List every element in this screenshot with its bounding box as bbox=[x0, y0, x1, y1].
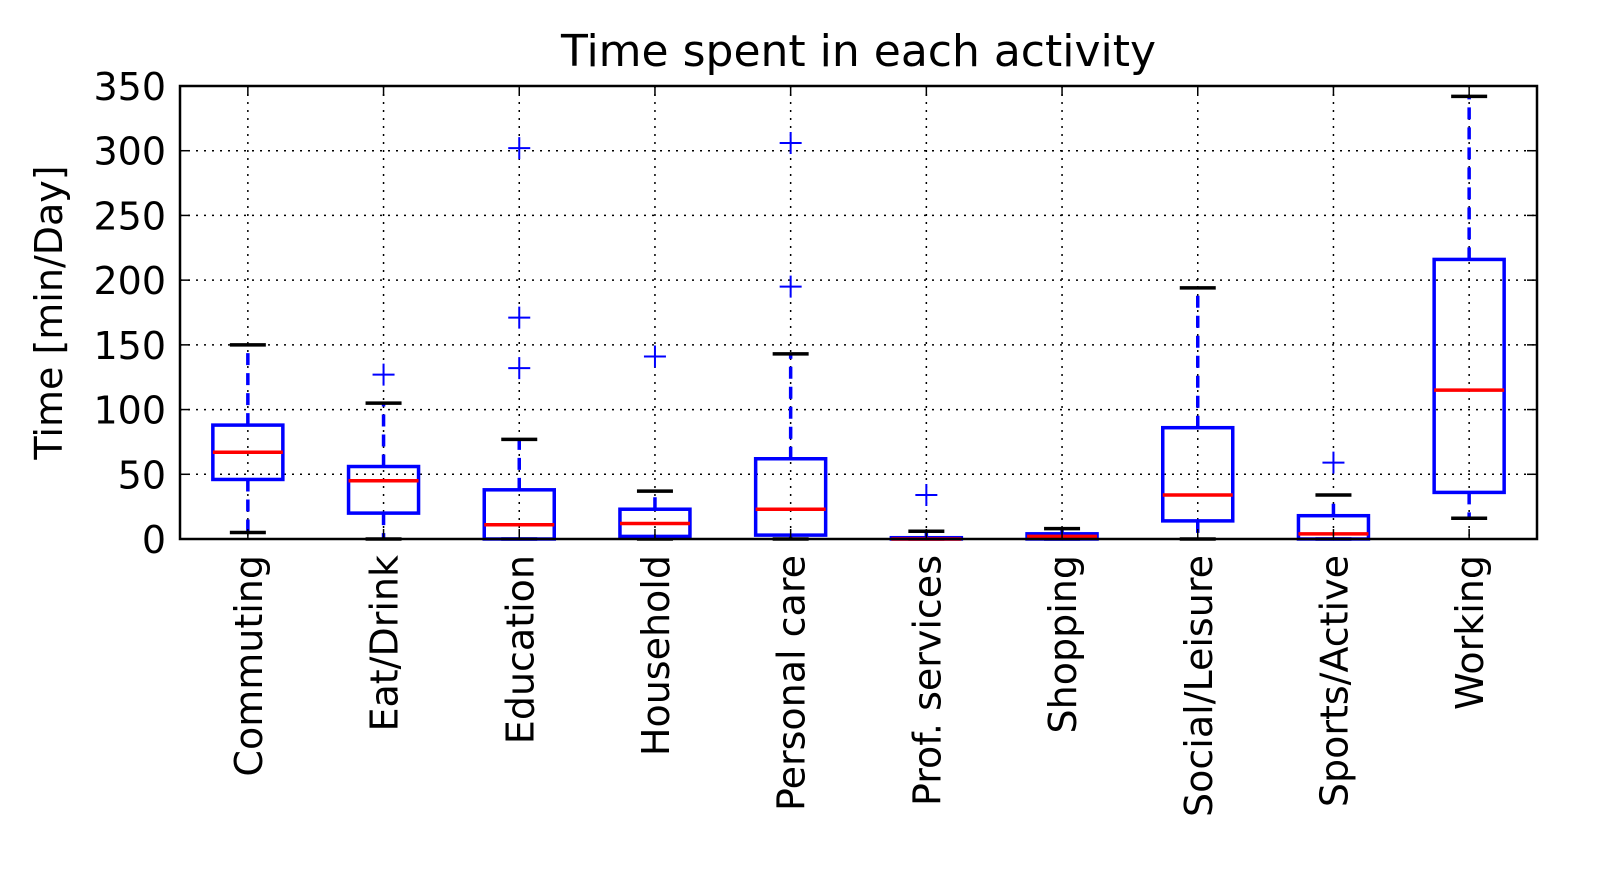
box-iqr bbox=[1432, 257, 1506, 495]
box-working bbox=[1432, 94, 1506, 521]
x-tick-label: Working bbox=[1448, 555, 1492, 710]
x-tick-label: Personal care bbox=[770, 555, 814, 811]
y-tick-label: 150 bbox=[93, 324, 166, 368]
y-tick-label: 350 bbox=[93, 65, 166, 109]
box-commuting bbox=[211, 343, 285, 535]
chart-title: Time spent in each activity bbox=[560, 26, 1156, 77]
outlier-marker bbox=[779, 131, 802, 154]
y-tick-label: 50 bbox=[118, 453, 166, 497]
x-tick-label: Household bbox=[634, 555, 678, 756]
box-iqr bbox=[346, 464, 421, 515]
x-tick-label: Education bbox=[498, 555, 542, 744]
y-axis-label: Time [min/Day] bbox=[27, 165, 71, 460]
outlier-marker bbox=[508, 306, 531, 329]
outlier-marker bbox=[643, 345, 666, 368]
y-tick-label: 0 bbox=[142, 518, 166, 562]
x-tick-label: Prof. services bbox=[905, 555, 949, 806]
y-tick-label: 250 bbox=[93, 194, 166, 238]
x-tick-label: Sports/Active bbox=[1312, 555, 1356, 807]
outlier-marker bbox=[915, 483, 938, 506]
x-tick-label: Eat/Drink bbox=[363, 555, 407, 732]
x-tick-label: Social/Leisure bbox=[1177, 555, 1221, 817]
x-tick-label: Commuting bbox=[227, 555, 271, 777]
box-personal-care bbox=[753, 131, 828, 541]
axis-ticks: 0 50 100 150 200 250 300 350 Commuting Eat/Drink E… bbox=[93, 65, 1537, 817]
outlier-marker bbox=[372, 363, 395, 386]
y-tick-label: 200 bbox=[93, 259, 166, 303]
outlier-marker bbox=[508, 137, 531, 160]
x-tick-label: Shopping bbox=[1041, 555, 1085, 733]
outlier-marker bbox=[779, 275, 802, 298]
outlier-marker bbox=[508, 357, 531, 380]
outlier-marker bbox=[1322, 451, 1345, 474]
plot-frame bbox=[178, 84, 1539, 541]
box-iqr bbox=[1161, 425, 1235, 523]
y-tick-label: 100 bbox=[93, 389, 166, 433]
y-tick-label: 300 bbox=[93, 130, 166, 174]
